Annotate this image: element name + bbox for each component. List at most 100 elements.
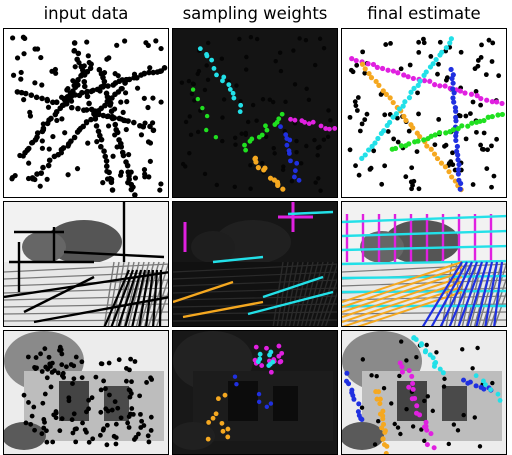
line-point [427,78,433,84]
feature-point [222,392,228,398]
feature-point [80,420,85,426]
perspective-edge [103,261,115,326]
line-point [415,82,421,88]
panel-building-input [3,201,169,327]
feature-point [442,376,447,382]
noise-point [315,153,320,158]
noise-point [356,172,362,178]
line-point [126,176,133,183]
noise-point [326,108,331,113]
line-point [40,164,46,171]
line-point [402,99,408,105]
line-point [25,145,32,152]
line-point [101,78,108,85]
line-point [485,114,491,120]
line-point [478,95,484,102]
noise-point [347,147,353,153]
feature-point [79,375,85,381]
panel-building-weights [172,201,338,327]
tree-silhouette [191,231,235,263]
feature-point [219,420,225,426]
noise-point [27,109,33,115]
noise-point [437,39,443,45]
edge-segment [63,250,165,259]
noise-point [21,51,27,57]
noise-point [153,38,159,44]
edge-segment [145,269,155,326]
feature-point [39,369,45,374]
feature-point [49,369,55,375]
noise-point [436,117,442,122]
line-point [72,92,78,98]
line-point [105,113,111,119]
line-point [101,148,107,155]
line-point [211,66,217,71]
noise-point [122,38,128,44]
line-point [249,136,255,142]
line-point [220,78,225,84]
line-point [411,85,417,91]
line-point [125,118,131,124]
horizontal-edge [342,319,506,322]
noise-point [421,40,427,46]
line-point [243,147,249,153]
feature-point [264,345,269,351]
line-point [383,91,389,97]
perspective-edge [324,291,337,326]
line-point [104,94,111,100]
line-point [381,442,387,448]
noise-point [304,86,309,92]
noise-point [267,97,273,102]
feature-point [410,424,416,429]
noise-point [183,119,189,125]
feature-point [113,435,119,440]
line-point [204,113,210,119]
line-point [451,90,457,96]
line-point [355,409,361,415]
line-point [53,99,60,106]
edge-segment [131,269,147,326]
line-point [102,102,108,109]
noise-point [158,181,164,187]
noise-point [379,181,385,187]
line-point [332,126,337,131]
line-point [455,126,461,132]
line-point [263,123,268,129]
noise-point [12,173,18,179]
line-point [80,123,86,130]
line-point [227,86,233,92]
line-point [469,120,475,126]
feature-point [278,359,284,364]
feature-point [395,425,401,430]
feature-point [73,439,79,445]
noise-point [238,99,243,104]
feature-point [490,380,495,386]
feature-point [210,415,216,421]
feature-point [74,426,79,432]
noise-point [298,161,304,166]
line-point [453,118,459,124]
noise-point [260,160,265,166]
noise-point [353,163,358,169]
line-point [455,152,461,158]
line-point [421,78,428,84]
line-point [473,373,479,379]
line-point [467,379,473,385]
perspective-edge [284,261,299,326]
line-point [399,369,405,375]
edge-segment [138,269,151,326]
line-point [382,428,388,434]
noise-point [403,174,409,180]
noise-point [280,167,286,173]
edge-segment [33,296,168,324]
line-point [362,66,368,72]
edge-segment [182,300,264,319]
feature-point [48,384,54,390]
line-point [447,40,453,46]
line-point [39,95,45,102]
line-point [280,186,286,192]
line-point [494,99,500,105]
feature-point [107,392,112,398]
line-point [86,100,92,107]
perspective-edge [151,277,168,326]
